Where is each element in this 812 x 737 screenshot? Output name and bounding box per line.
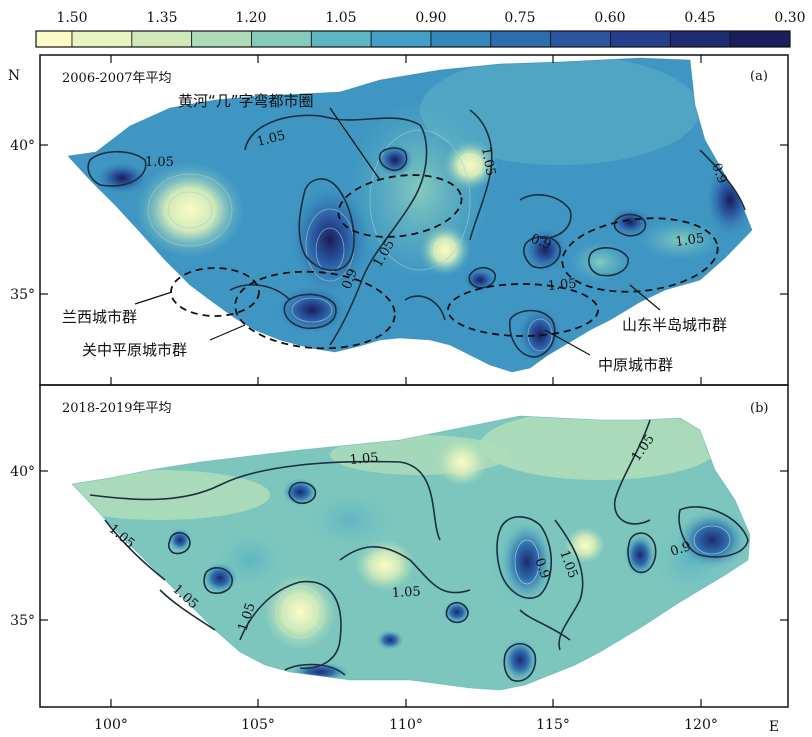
x-tick-label: 115° — [536, 717, 570, 733]
colorbar: 1.50 1.35 1.20 1.05 0.90 0.75 0.60 0.45 … — [35, 10, 806, 48]
contour-label: 1.05 — [547, 277, 577, 294]
axes: 100° 105° 110° 115° 120° E 40° 35° 40° 3… — [8, 54, 789, 735]
x-tick-label: 110° — [389, 717, 423, 733]
x-tick-label: 100° — [94, 717, 128, 733]
panel-a-title: 2006-2007年平均 — [62, 71, 172, 86]
panel-b-tag: (b) — [750, 401, 768, 416]
colorbar-tick: 0.45 — [684, 10, 715, 26]
region-label-jihe: 黄河“几”字弯都市圈 — [178, 92, 314, 110]
colorbar-tick: 0.60 — [594, 10, 625, 26]
contour-label: 0.9 — [708, 161, 729, 186]
contour-label: 1.05 — [145, 155, 174, 170]
shandong-outline — [561, 217, 719, 293]
contour-label: 0.9 — [529, 232, 554, 253]
colorbar-cell — [430, 30, 492, 48]
panel-a-tag: (a) — [750, 69, 768, 84]
colorbar-tick: 0.75 — [504, 10, 535, 26]
colorbar-cell — [610, 30, 671, 48]
colorbar-cell — [310, 30, 372, 48]
colorbar-tick: 0.90 — [415, 10, 446, 26]
y-tick-label: 35° — [10, 287, 35, 303]
x-unit-label: E — [769, 719, 779, 735]
colorbar-cell — [490, 30, 552, 48]
colorbar-cell — [729, 30, 791, 48]
panel-b-title: 2018-2019年平均 — [62, 401, 172, 416]
colorbar-tick: 1.50 — [56, 10, 87, 26]
colorbar-frame — [35, 30, 791, 48]
colorbar-tick: 1.35 — [146, 10, 177, 26]
x-ticks — [110, 55, 702, 707]
contour-label: 1.05 — [255, 128, 287, 150]
panel-b: 1.05 1.05 1.05 1.05 1.05 0.9 1.05 1.05 0… — [62, 401, 768, 691]
y-tick-label: 40° — [10, 464, 35, 480]
colorbar-tick: 1.20 — [235, 10, 266, 26]
y-ticks — [40, 144, 788, 621]
contour-label: 1.05 — [391, 584, 421, 600]
colorbar-cell — [35, 30, 73, 48]
colorbar-cell — [370, 30, 432, 48]
colorbar-tick: 1.05 — [325, 10, 356, 26]
contour-label: 0.9 — [531, 556, 552, 581]
panel-a-contours — [87, 109, 746, 358]
colorbar-cell — [550, 30, 611, 48]
leader-lines — [134, 107, 661, 356]
contour-label: 0.9 — [340, 267, 361, 292]
colorbar-cells — [35, 30, 791, 48]
colorbar-tick: 0.30 — [774, 10, 805, 26]
contour-label: 1.05 — [478, 146, 498, 177]
x-tick-label: 105° — [241, 717, 275, 733]
x-tick-label: 120° — [684, 717, 718, 733]
panel-a: 1.05 1.05 1.05 0.9 1.05 0.9 1.05 0.9 1.0… — [62, 57, 768, 374]
panel-b-frame — [39, 384, 789, 708]
y-tick-label: 40° — [10, 138, 35, 154]
colorbar-cell — [191, 30, 252, 48]
colorbar-cell — [251, 30, 312, 48]
y-tick-label: 35° — [10, 613, 35, 629]
region-label-shandong: 山东半岛城市群 — [622, 316, 727, 334]
panel-b-contours — [89, 419, 749, 682]
colorbar-cell — [669, 30, 731, 48]
colorbar-cell — [71, 30, 133, 48]
y-unit-label: N — [8, 68, 20, 84]
guanzhong-outline — [234, 270, 396, 350]
colorbar-cell — [131, 30, 193, 48]
contour-label: 1.05 — [674, 231, 705, 250]
contour-label: 1.05 — [349, 451, 379, 468]
contour-label: 0.9 — [669, 539, 693, 560]
zhongyuan-outline — [447, 283, 599, 337]
region-label-guanzhong: 关中平原城市群 — [82, 341, 187, 359]
region-label-lanxi: 兰西城市群 — [62, 308, 137, 326]
region-label-zhongyuan: 中原城市群 — [598, 356, 673, 374]
